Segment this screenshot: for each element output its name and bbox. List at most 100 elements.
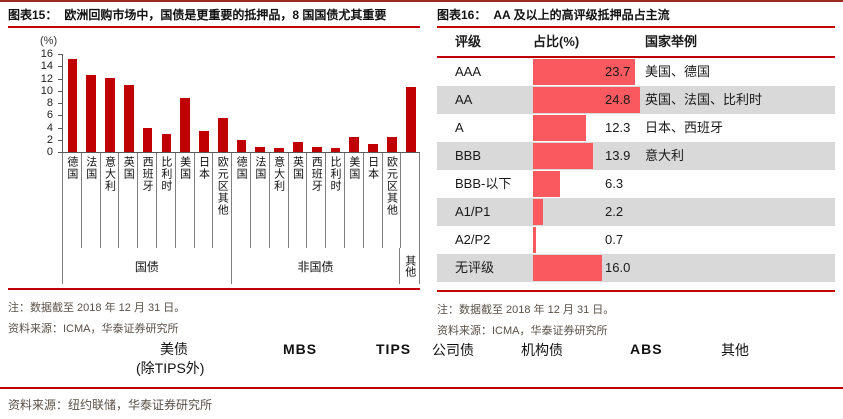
figure-15-title-text: 欧洲回购市场中，国债是更重要的抵押品，8 国国债尤其重要 [64, 8, 387, 22]
x-category-cell: 意大利 [101, 153, 120, 248]
figure-16: 图表16： AA 及以上的高评级抵押品占主流 评级 占比(%) 国家举例 AAA 2… [437, 4, 835, 338]
rating-label: BBB [455, 148, 482, 163]
bottom-axis-label-tips: TIPS [376, 341, 412, 357]
table-body: AAA 23.7 美国、德国 AA 24.8 英国、法国、比利时 A 12.3 日本、西班牙 BB… [437, 58, 835, 282]
bar-slot [82, 54, 101, 152]
x-category-cell: 欧元区其他 [383, 153, 402, 248]
figure-16-source: 资料来源：ICMA，华泰证券研究所 [437, 325, 608, 337]
share-bar [533, 143, 593, 169]
x-axis-group-labels: 国债 非国债 其他 [62, 248, 420, 284]
share-bar [533, 227, 536, 253]
bar [255, 146, 266, 152]
bar [330, 148, 341, 152]
country-examples: 美国、德国 [645, 64, 711, 79]
y-axis: 16 14 12 10 8 6 4 2 0 [8, 49, 62, 158]
x-category-cell: 英国 [119, 153, 139, 248]
x-category-label: 英国 [122, 156, 135, 180]
y-tick-label: 6 [46, 109, 53, 122]
x-group-cell: 其他 [400, 248, 420, 284]
x-category-label: 英国 [291, 156, 304, 180]
bar-slot [401, 54, 420, 152]
share-bar [533, 199, 543, 225]
share-value: 2.2 [605, 204, 624, 219]
header-country-examples: 国家举例 [645, 34, 698, 49]
bar-slot [383, 54, 402, 152]
plot-area [62, 54, 420, 153]
bar-slot [157, 54, 176, 152]
bar-slot [195, 54, 214, 152]
y-tick-mark [58, 78, 62, 80]
bar [274, 147, 285, 152]
figure-16-label: 图表16： [437, 8, 487, 22]
y-tick-label: 14 [40, 60, 53, 73]
bar-slot [364, 54, 383, 152]
figure-15: 图表15： 欧洲回购市场中，国债是更重要的抵押品，8 国国债尤其重要 (%) 16… [8, 4, 421, 336]
share-value: 23.7 [605, 64, 631, 79]
bar-slot [101, 54, 120, 152]
y-tick-mark [58, 66, 62, 68]
bar [236, 140, 247, 152]
y-tick-label: 2 [46, 133, 53, 146]
x-category-label: 法国 [253, 156, 266, 180]
bar-slot [289, 54, 308, 152]
rating-label: AA [455, 92, 473, 107]
y-tick-mark [58, 54, 62, 55]
x-group-cell: 非国债 [232, 248, 401, 284]
y-tick-label: 16 [40, 48, 53, 60]
bar [311, 146, 322, 152]
x-group-label: 非国债 [297, 259, 334, 274]
figure-15-title: 图表15： 欧洲回购市场中，国债是更重要的抵押品，8 国国债尤其重要 [8, 4, 420, 28]
x-category-label: 西班牙 [141, 156, 154, 192]
figure-16-title-text: AA 及以上的高评级抵押品占主流 [493, 8, 670, 22]
country-examples: 日本、西班牙 [645, 120, 724, 135]
rating-label: 无评级 [455, 260, 495, 275]
y-tick-mark [58, 90, 62, 92]
share-bar [533, 115, 586, 141]
y-tick-label: 0 [46, 146, 53, 158]
share-bar [533, 171, 561, 197]
x-category-cell: 比利时 [157, 153, 176, 248]
bottom-axis-label-ex-tips: (除TIPS外) [136, 360, 205, 376]
x-category-cell [401, 153, 421, 248]
share-value: 16.0 [605, 260, 631, 275]
bar [405, 87, 416, 152]
rating-label: BBB-以下 [455, 176, 512, 191]
y-tick-label: 8 [46, 97, 53, 109]
header-share: 占比(%) [533, 34, 580, 49]
bar [86, 74, 97, 152]
rating-label: A [455, 120, 464, 135]
x-category-label: 德国 [65, 156, 78, 180]
table-row: AA 24.8 英国、法国、比利时 [437, 86, 835, 114]
x-category-cell: 西班牙 [307, 153, 327, 248]
x-category-cell: 英国 [289, 153, 308, 248]
share-value: 12.3 [605, 120, 631, 135]
x-category-cell: 美国 [345, 153, 364, 248]
bar [161, 133, 172, 152]
x-category-label: 意大利 [103, 156, 116, 192]
bottom-figure-source: 资料来源：纽约联储，华泰证券研究所 [8, 398, 213, 412]
share-bar [533, 255, 602, 281]
table-row: A2/P2 0.7 [437, 226, 835, 254]
x-category-label: 美国 [178, 156, 191, 180]
x-category-cell: 德国 [232, 153, 251, 248]
share-value: 6.3 [605, 176, 624, 191]
share-bar [533, 87, 640, 113]
bar [199, 131, 209, 152]
x-category-label: 欧元区其他 [216, 156, 229, 216]
x-category-cell: 意大利 [270, 153, 289, 248]
x-category-label: 美国 [347, 156, 360, 180]
bar-slot [307, 54, 326, 152]
bar-slot [270, 54, 289, 152]
bar-slot [119, 54, 138, 152]
bar-slot [213, 54, 232, 152]
x-category-label: 日本 [366, 156, 379, 180]
bar [180, 98, 191, 152]
share-value: 24.8 [605, 92, 631, 107]
y-tick-mark [58, 103, 62, 104]
x-category-label: 西班牙 [310, 156, 323, 192]
table-row: AAA 23.7 美国、德国 [437, 58, 835, 86]
table-row: A 12.3 日本、西班牙 [437, 114, 835, 142]
header-rating: 评级 [455, 34, 482, 49]
bar [67, 58, 78, 152]
bottom-axis-label-other: 其他 [721, 342, 749, 358]
